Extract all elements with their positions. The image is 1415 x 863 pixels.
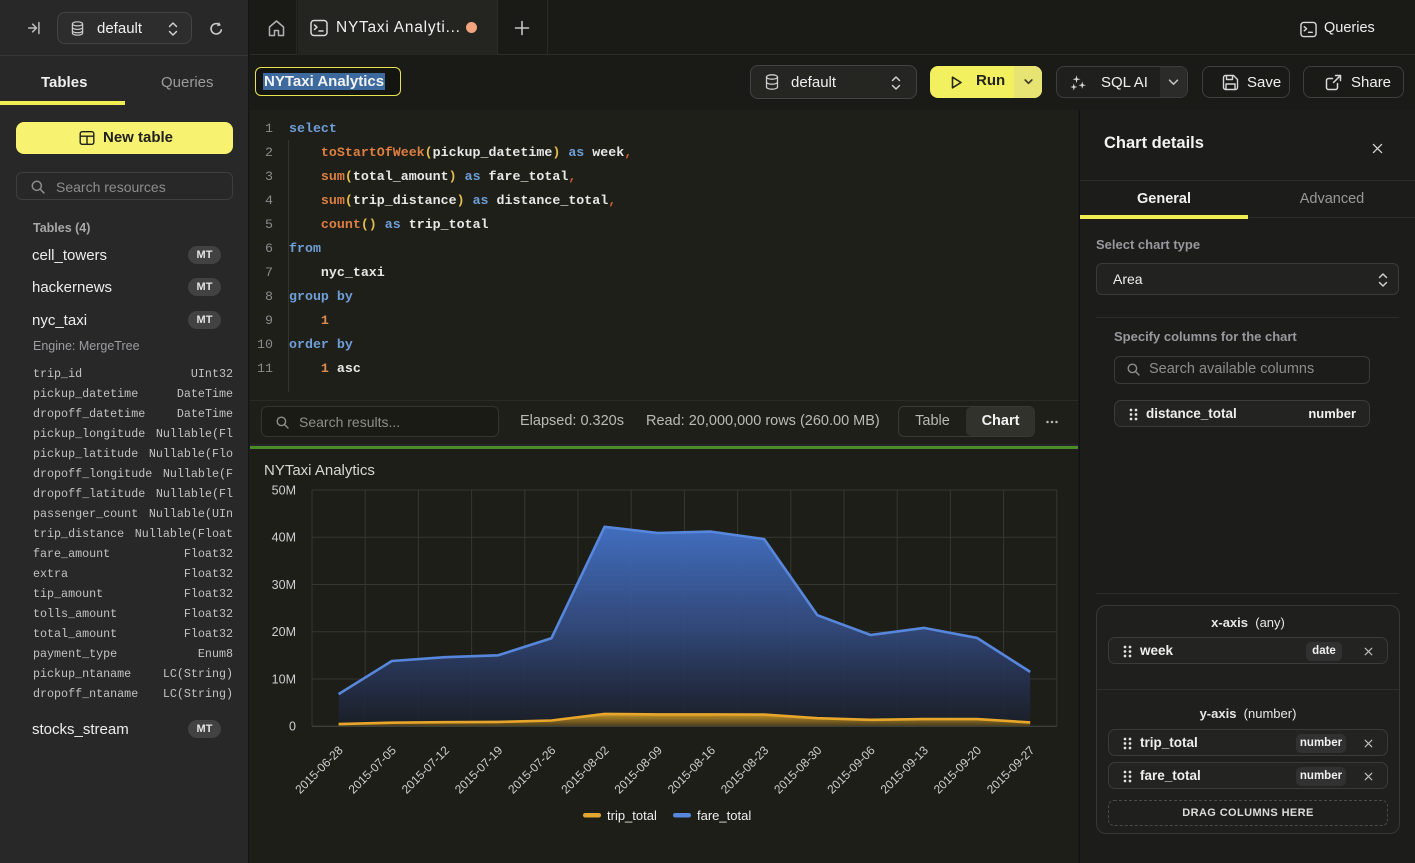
svg-text:2015-09-20: 2015-09-20 (931, 743, 985, 797)
svg-text:trip_total: trip_total (607, 808, 657, 823)
svg-text:NYTaxi Analytics: NYTaxi Analytics (264, 462, 375, 479)
svg-text:2015-07-12: 2015-07-12 (399, 743, 453, 797)
svg-text:2015-07-19: 2015-07-19 (452, 743, 506, 797)
svg-text:2015-08-23: 2015-08-23 (718, 743, 772, 797)
svg-text:2015-08-09: 2015-08-09 (612, 743, 666, 797)
svg-text:2015-09-13: 2015-09-13 (878, 743, 932, 797)
svg-text:30M: 30M (272, 578, 296, 592)
svg-text:20M: 20M (272, 625, 296, 639)
svg-text:2015-07-26: 2015-07-26 (505, 743, 559, 797)
svg-text:2015-09-27: 2015-09-27 (984, 743, 1038, 797)
svg-text:2015-09-06: 2015-09-06 (824, 743, 878, 797)
svg-text:0: 0 (289, 720, 296, 734)
svg-text:40M: 40M (272, 531, 296, 545)
svg-text:10M: 10M (272, 673, 296, 687)
svg-text:50M: 50M (272, 484, 296, 498)
svg-text:2015-08-30: 2015-08-30 (771, 743, 825, 797)
svg-text:2015-07-05: 2015-07-05 (346, 743, 400, 797)
svg-text:2015-06-28: 2015-06-28 (292, 743, 346, 797)
svg-text:2015-08-02: 2015-08-02 (558, 743, 612, 797)
svg-text:2015-08-16: 2015-08-16 (665, 743, 719, 797)
svg-text:fare_total: fare_total (697, 808, 751, 823)
